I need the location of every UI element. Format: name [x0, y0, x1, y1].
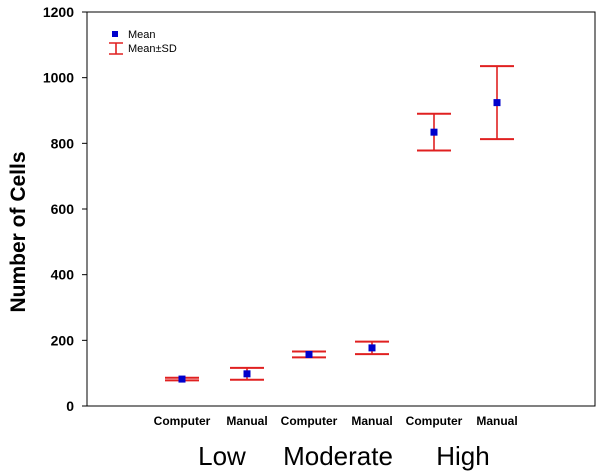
- x-tick-label: Manual: [351, 414, 392, 428]
- group-label-high: High: [436, 441, 489, 471]
- error-bar-low-computer: [165, 375, 199, 383]
- x-tick-label: Computer: [281, 414, 338, 428]
- plot-area: [86, 11, 596, 407]
- mean-marker: [493, 99, 501, 107]
- error-bar-moderate-computer: [292, 350, 326, 359]
- group-label-moderate: Moderate: [283, 441, 393, 471]
- legend-mean-marker: [112, 31, 118, 37]
- error-bar-moderate-manual: [355, 340, 389, 356]
- mean-marker: [430, 128, 438, 136]
- legend-mean-label: Mean: [128, 29, 156, 41]
- legend-sd-label: Mean±SD: [128, 43, 177, 55]
- x-axis: Computer Manual Computer Manual Computer Manu…: [154, 414, 518, 471]
- y-tick-label: 0: [66, 398, 74, 414]
- legend: Mean Mean±SD: [109, 29, 177, 55]
- x-tick-label: Computer: [154, 414, 211, 428]
- legend-sd-marker: [109, 42, 123, 55]
- y-tick-label: 800: [51, 135, 75, 151]
- group-label-low: Low: [198, 441, 246, 471]
- y-tick-label: 600: [51, 201, 75, 217]
- mean-marker: [178, 375, 186, 383]
- y-axis-title: Number of Cells: [7, 151, 30, 312]
- error-bar-high-computer: [417, 112, 451, 152]
- y-tick-label: 1200: [43, 4, 74, 20]
- x-tick-label: Computer: [406, 414, 463, 428]
- mean-marker: [243, 370, 251, 378]
- y-tick-label: 200: [51, 332, 75, 348]
- error-bar-high-manual: [480, 65, 514, 141]
- error-bar-low-manual: [230, 366, 264, 381]
- mean-marker: [368, 344, 376, 352]
- y-tick-label: 1000: [43, 70, 74, 86]
- x-tick-label: Manual: [476, 414, 517, 428]
- y-tick-label: 400: [51, 267, 75, 283]
- error-bars: [165, 65, 514, 383]
- mean-marker: [305, 350, 313, 358]
- y-axis: 0 200 400 600 800 1000 1200: [43, 4, 87, 414]
- x-tick-label: Manual: [226, 414, 267, 428]
